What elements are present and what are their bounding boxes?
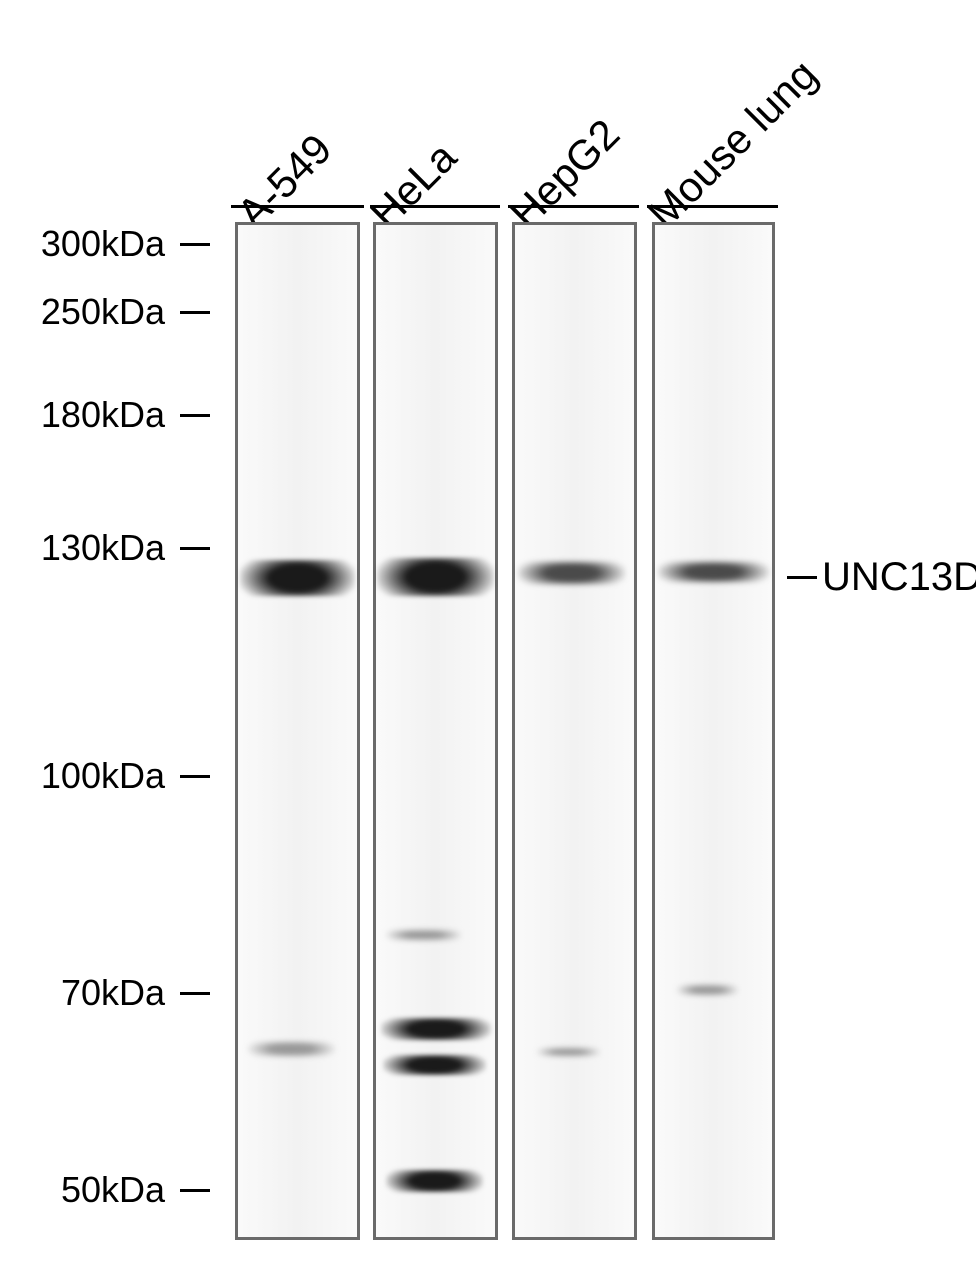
lane-box-2 xyxy=(373,222,498,1240)
lane-box-4 xyxy=(652,222,775,1240)
lane-underline-4 xyxy=(647,205,778,208)
band xyxy=(386,930,461,940)
mw-tick-50 xyxy=(180,1189,210,1192)
target-label-unc13d: UNC13D xyxy=(822,555,976,600)
mw-tick-300 xyxy=(180,243,210,246)
western-blot-figure: 300kDa 250kDa 180kDa 130kDa 100kDa 70kDa… xyxy=(0,0,976,1280)
mw-label-50: 50kDa xyxy=(5,1169,165,1211)
mw-label-100: 100kDa xyxy=(5,755,165,797)
lane-label-mouselung: Mouse lung xyxy=(639,51,826,238)
target-tick xyxy=(787,576,817,579)
lane-box-1 xyxy=(235,222,360,1240)
mw-label-300: 300kDa xyxy=(5,223,165,265)
lane-box-3 xyxy=(512,222,637,1240)
lane-label-hepg2: HepG2 xyxy=(501,110,629,238)
band xyxy=(240,560,355,596)
band xyxy=(248,1042,336,1056)
mw-label-130: 130kDa xyxy=(5,527,165,569)
band xyxy=(677,985,739,995)
lane-underline-2 xyxy=(370,205,500,208)
band xyxy=(383,1055,486,1075)
band xyxy=(386,1170,484,1192)
mw-label-70: 70kDa xyxy=(5,972,165,1014)
mw-label-250: 250kDa xyxy=(5,291,165,333)
band xyxy=(518,562,624,584)
band xyxy=(537,1048,600,1056)
lane-underline-3 xyxy=(508,205,639,208)
band xyxy=(377,558,495,596)
mw-tick-130 xyxy=(180,547,210,550)
band xyxy=(658,562,769,582)
band xyxy=(381,1018,491,1040)
mw-tick-100 xyxy=(180,775,210,778)
lane-underline-1 xyxy=(231,205,364,208)
mw-tick-250 xyxy=(180,311,210,314)
mw-tick-180 xyxy=(180,414,210,417)
mw-tick-70 xyxy=(180,992,210,995)
mw-label-180: 180kDa xyxy=(5,394,165,436)
